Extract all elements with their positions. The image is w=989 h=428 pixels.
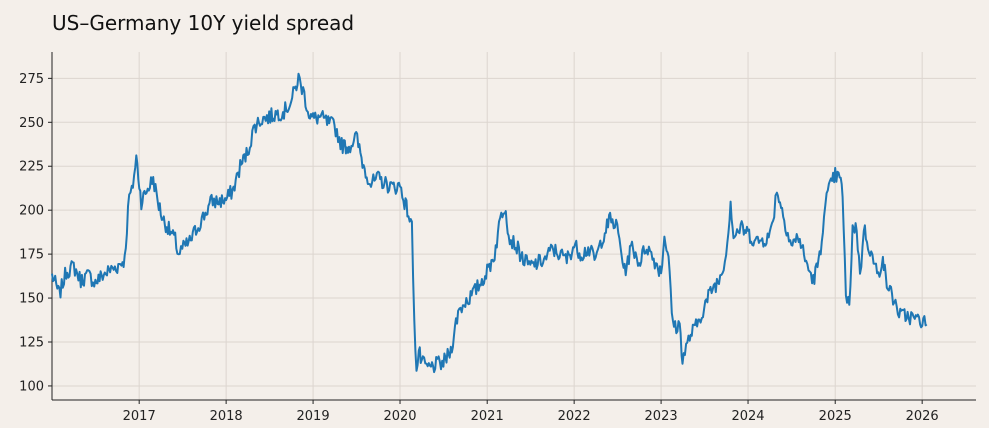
x-tick-label: 2023 [645, 409, 678, 424]
series-layer [51, 72, 928, 374]
y-tick-label: 200 [19, 204, 44, 219]
y-tick-label: 275 [19, 72, 44, 87]
x-tick-label: 2024 [731, 409, 764, 424]
axes: 100 125 150 175 200 225 250 275 2017 2018 2019 2020… [19, 52, 976, 424]
x-tick-label: 2022 [558, 409, 591, 424]
x-tick-label: 2026 [906, 409, 939, 424]
series-line [51, 72, 928, 374]
x-tick-label: 2019 [297, 409, 330, 424]
y-tick-label: 125 [19, 336, 44, 351]
x-tick-label: 2021 [471, 409, 504, 424]
x-tick-label: 2020 [383, 409, 416, 424]
x-tick-label: 2017 [123, 409, 156, 424]
x-tick-label: 2025 [819, 409, 852, 424]
y-tick-label: 150 [19, 292, 44, 307]
y-tick-label: 100 [19, 379, 44, 394]
y-tick-label: 175 [19, 248, 44, 263]
y-tick-label: 225 [19, 160, 44, 175]
grid [52, 52, 976, 400]
x-tick-label: 2018 [210, 409, 243, 424]
y-tick-label: 250 [19, 116, 44, 131]
chart-title: US–Germany 10Y yield spread [52, 11, 354, 35]
